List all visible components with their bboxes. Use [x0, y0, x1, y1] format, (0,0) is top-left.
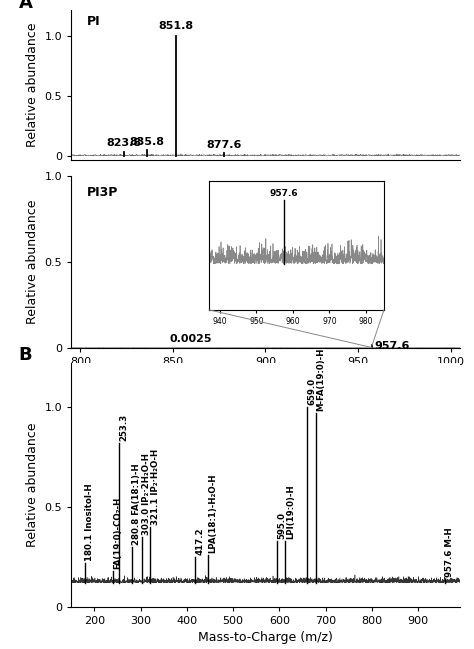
Text: 595.0: 595.0 — [277, 512, 286, 539]
Text: PI: PI — [87, 15, 100, 28]
Text: 0.0025: 0.0025 — [169, 334, 212, 345]
Text: FA(19:0)-CO₂-H: FA(19:0)-CO₂-H — [114, 496, 123, 569]
Text: 877.6: 877.6 — [206, 140, 242, 150]
Y-axis label: Relative abundance: Relative abundance — [26, 199, 39, 324]
Text: A: A — [18, 0, 33, 12]
Text: 823.8: 823.8 — [107, 138, 142, 149]
Text: 321.1 IP₂·H₂O-H: 321.1 IP₂·H₂O-H — [151, 448, 160, 525]
Text: 303.0 IP₂·2H₂O-H: 303.0 IP₂·2H₂O-H — [142, 453, 151, 535]
X-axis label: Mass-to-Charge (m/z): Mass-to-Charge (m/z) — [198, 373, 333, 386]
Y-axis label: Relative abundance: Relative abundance — [26, 23, 39, 147]
Text: 659.0: 659.0 — [307, 378, 316, 405]
Text: LPI(19:0)-H: LPI(19:0)-H — [286, 484, 295, 539]
Text: 280.8 FA(18:1)-H: 280.8 FA(18:1)-H — [132, 463, 141, 545]
Text: 957.6 M-H: 957.6 M-H — [445, 527, 454, 577]
Text: M-FA(19:0)-H: M-FA(19:0)-H — [316, 347, 325, 411]
Text: 417.2: 417.2 — [195, 527, 204, 555]
Text: 835.8: 835.8 — [129, 137, 164, 147]
Text: 851.8: 851.8 — [159, 21, 194, 31]
X-axis label: Mass-to-Charge (m/z): Mass-to-Charge (m/z) — [198, 631, 333, 644]
Text: 253.3: 253.3 — [119, 413, 128, 441]
Text: PI3P: PI3P — [87, 186, 118, 199]
Text: 957.6: 957.6 — [374, 341, 409, 351]
Text: B: B — [18, 347, 32, 365]
Y-axis label: Relative abundance: Relative abundance — [26, 422, 39, 547]
Text: LPA(18:1)-H₂O-H: LPA(18:1)-H₂O-H — [208, 473, 217, 553]
Text: 180.1 Inositol-H: 180.1 Inositol-H — [85, 484, 94, 561]
